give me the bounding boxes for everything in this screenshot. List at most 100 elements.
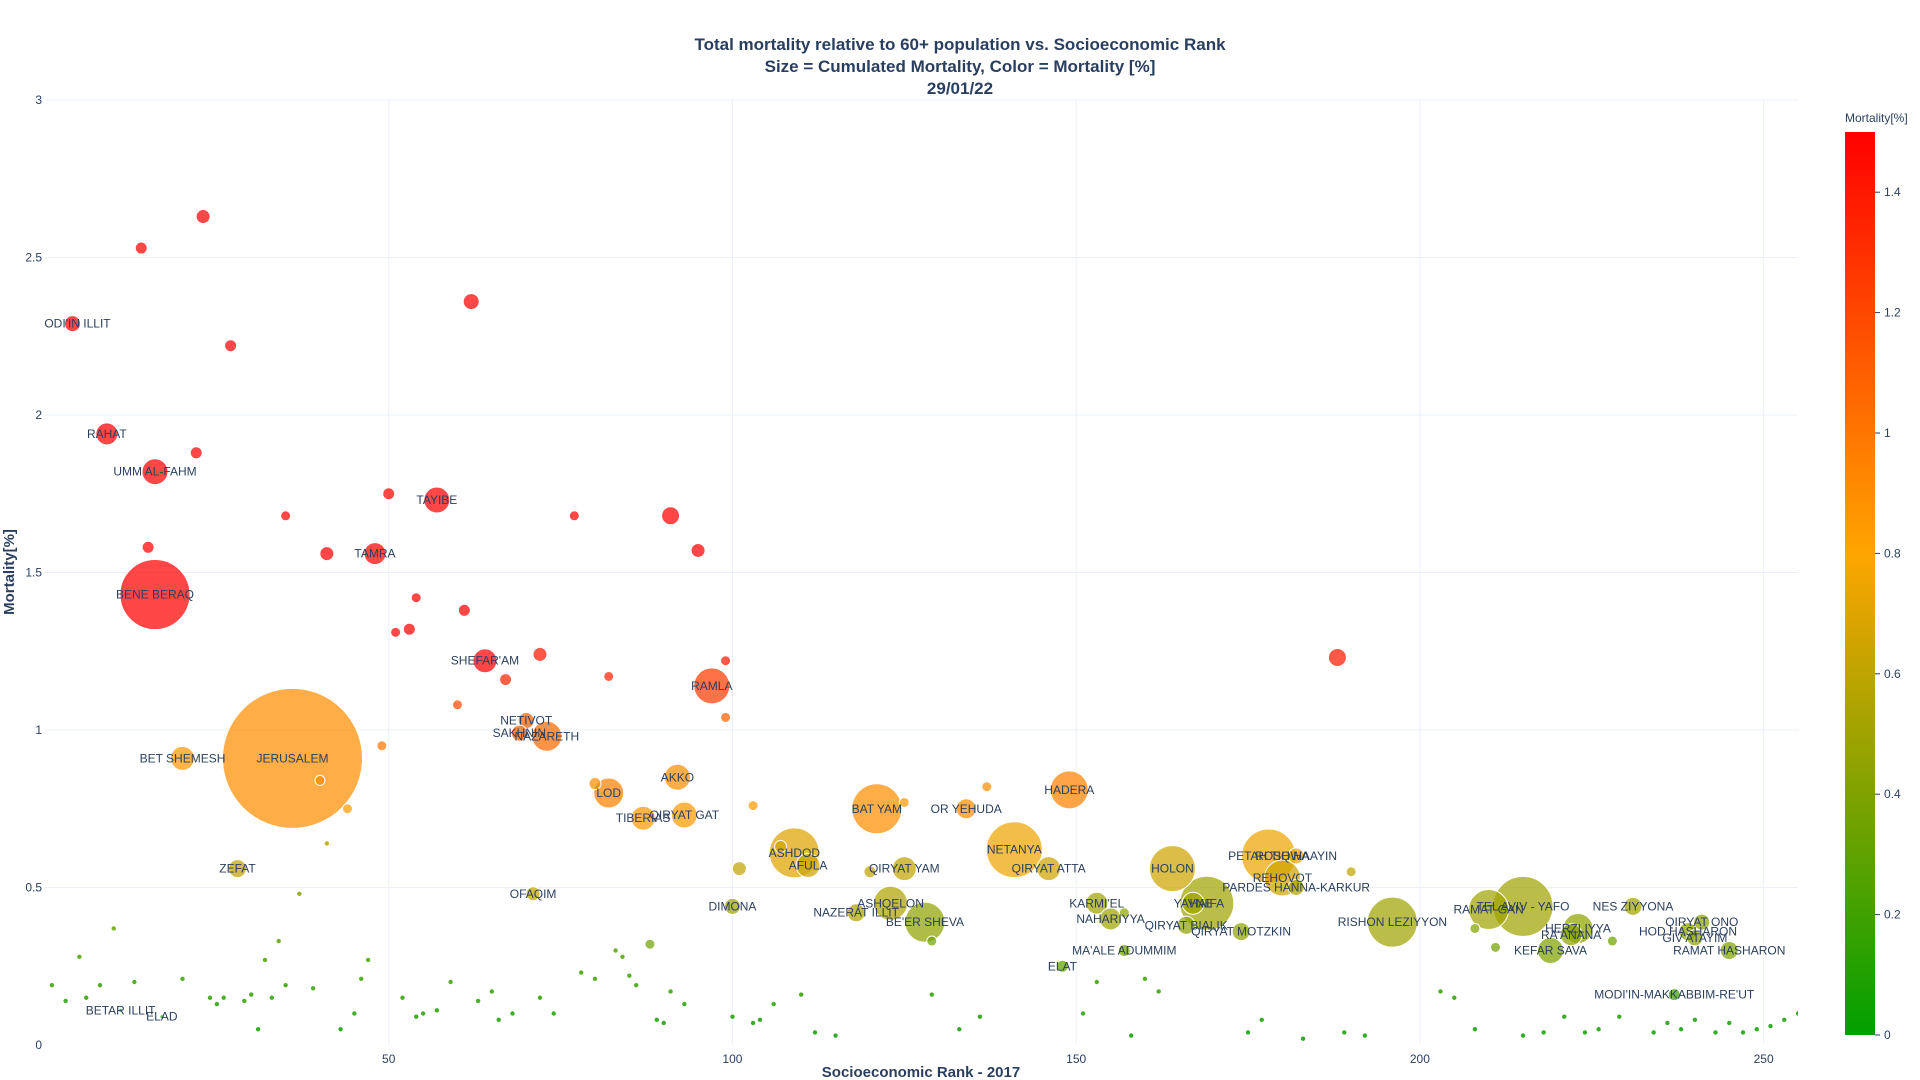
- bubble: [926, 935, 938, 947]
- small-data-point: [551, 1011, 556, 1016]
- bubble: [423, 486, 451, 514]
- bubble: [1537, 937, 1565, 964]
- point-label: QIRYAT ONO: [1665, 915, 1738, 929]
- small-data-point: [1768, 1023, 1773, 1029]
- bubble: [603, 670, 615, 682]
- grid-lines: [45, 99, 1798, 1045]
- point-label: BET SHEMESH: [140, 751, 226, 765]
- point-label: BETAR ILLIT: [86, 1003, 156, 1017]
- bubble: [499, 673, 513, 687]
- y-tick-label: 0: [35, 1038, 42, 1052]
- y-tick-label: 1: [35, 723, 42, 737]
- colorbar-tick-label: 0.6: [1884, 667, 1901, 681]
- bubble: [1036, 856, 1062, 882]
- small-data-point: [510, 1011, 515, 1016]
- bubble: [1287, 847, 1305, 865]
- bubble: [795, 852, 821, 878]
- point-label: TEL AVIV - YAFO: [1477, 899, 1570, 913]
- bubble: [169, 745, 195, 771]
- chart-title-line-1: Total mortality relative to 60+ populati…: [694, 35, 1226, 54]
- colorbar-tick-label: 0: [1884, 1028, 1891, 1042]
- bubble: [319, 546, 335, 562]
- bubble: [1345, 866, 1357, 878]
- small-data-point: [661, 1020, 666, 1026]
- small-data-point: [242, 998, 247, 1004]
- bubble: [189, 446, 203, 460]
- small-data-point: [1438, 989, 1443, 994]
- point-label: ELAD: [146, 1010, 178, 1024]
- small-data-point: [249, 992, 254, 997]
- small-data-point: [1156, 989, 1161, 994]
- bubble: [451, 699, 463, 711]
- small-data-point: [668, 989, 673, 994]
- bubble: [846, 903, 866, 923]
- point-label: ASHDOD: [769, 846, 821, 860]
- small-data-point: [262, 957, 268, 963]
- small-data-point: [1795, 1011, 1798, 1016]
- bubble: [1055, 959, 1069, 973]
- bubble: [195, 209, 211, 225]
- point-label: NAHARIYYA: [1076, 912, 1144, 926]
- small-data-point: [627, 973, 632, 978]
- small-data-point: [1128, 1033, 1134, 1038]
- bubble: [1667, 988, 1681, 1002]
- x-tick-label: 50: [382, 1052, 396, 1066]
- bubble: [720, 655, 732, 667]
- small-data-point: [297, 891, 302, 896]
- small-data-point: [537, 995, 543, 1000]
- point-label: PARDES HANNA-KARKUR: [1222, 881, 1370, 895]
- point-label: SAKHNIN: [493, 726, 546, 740]
- bubble: [532, 646, 548, 662]
- point-label: RAMLA: [691, 679, 732, 693]
- bubble: [141, 458, 169, 486]
- bubble: [663, 763, 691, 791]
- colorbar: [1845, 132, 1875, 1035]
- small-data-point: [929, 992, 935, 997]
- bubble: [1176, 915, 1196, 935]
- small-data-point: [750, 1020, 756, 1026]
- bubble: [955, 798, 977, 820]
- small-data-point: [1094, 979, 1100, 985]
- small-data-point: [1740, 1030, 1746, 1035]
- bubble: [159, 1014, 165, 1020]
- bubble: [630, 805, 656, 831]
- bubble: [1148, 845, 1196, 893]
- bubble: [410, 592, 422, 604]
- point-label: RAMAT GAN: [1454, 903, 1524, 917]
- small-data-point: [365, 957, 371, 963]
- bubble: [341, 803, 353, 815]
- colorbar-tick-label: 1: [1884, 426, 1891, 440]
- bubble: [1179, 875, 1235, 931]
- bubble: [363, 542, 387, 566]
- small-data-point: [97, 982, 103, 988]
- small-data-point: [757, 1017, 763, 1022]
- bubble: [1366, 896, 1418, 948]
- small-data-point: [1754, 1027, 1759, 1032]
- small-data-point: [1520, 1033, 1526, 1038]
- point-label: LOD: [596, 786, 621, 800]
- bubble: [588, 777, 602, 791]
- bubble: [985, 821, 1043, 879]
- bubble: [568, 510, 580, 522]
- bubble: [224, 339, 238, 353]
- small-data-point: [1582, 1030, 1588, 1035]
- point-label: QIRYAT BIALIK: [1145, 918, 1228, 932]
- point-label: OR YEHUDA: [931, 802, 1002, 816]
- colorbar-ticks: 0 0.2 0.4 0.6 0.8 1 1.2 1.4: [1875, 185, 1901, 1042]
- bubble: [1559, 923, 1583, 947]
- point-label: AKKO: [661, 770, 694, 784]
- point-label: MA'ALE ADUMMIM: [1072, 944, 1176, 958]
- small-data-point: [1342, 1030, 1347, 1035]
- small-data-point: [207, 995, 213, 1000]
- bubble: [390, 626, 402, 638]
- small-data-point: [77, 954, 82, 959]
- small-data-point: [111, 926, 116, 931]
- small-data-point: [352, 1011, 357, 1016]
- point-label: NETANYA: [987, 843, 1042, 857]
- small-data-point: [1300, 1036, 1306, 1041]
- point-label: NAZARETH: [515, 729, 580, 743]
- bubble: [1049, 770, 1089, 810]
- bubble: [118, 1007, 124, 1013]
- chart-title-line-2: Size = Cumulated Mortality, Color = Mort…: [765, 57, 1156, 76]
- point-label: TAMRA: [354, 547, 395, 561]
